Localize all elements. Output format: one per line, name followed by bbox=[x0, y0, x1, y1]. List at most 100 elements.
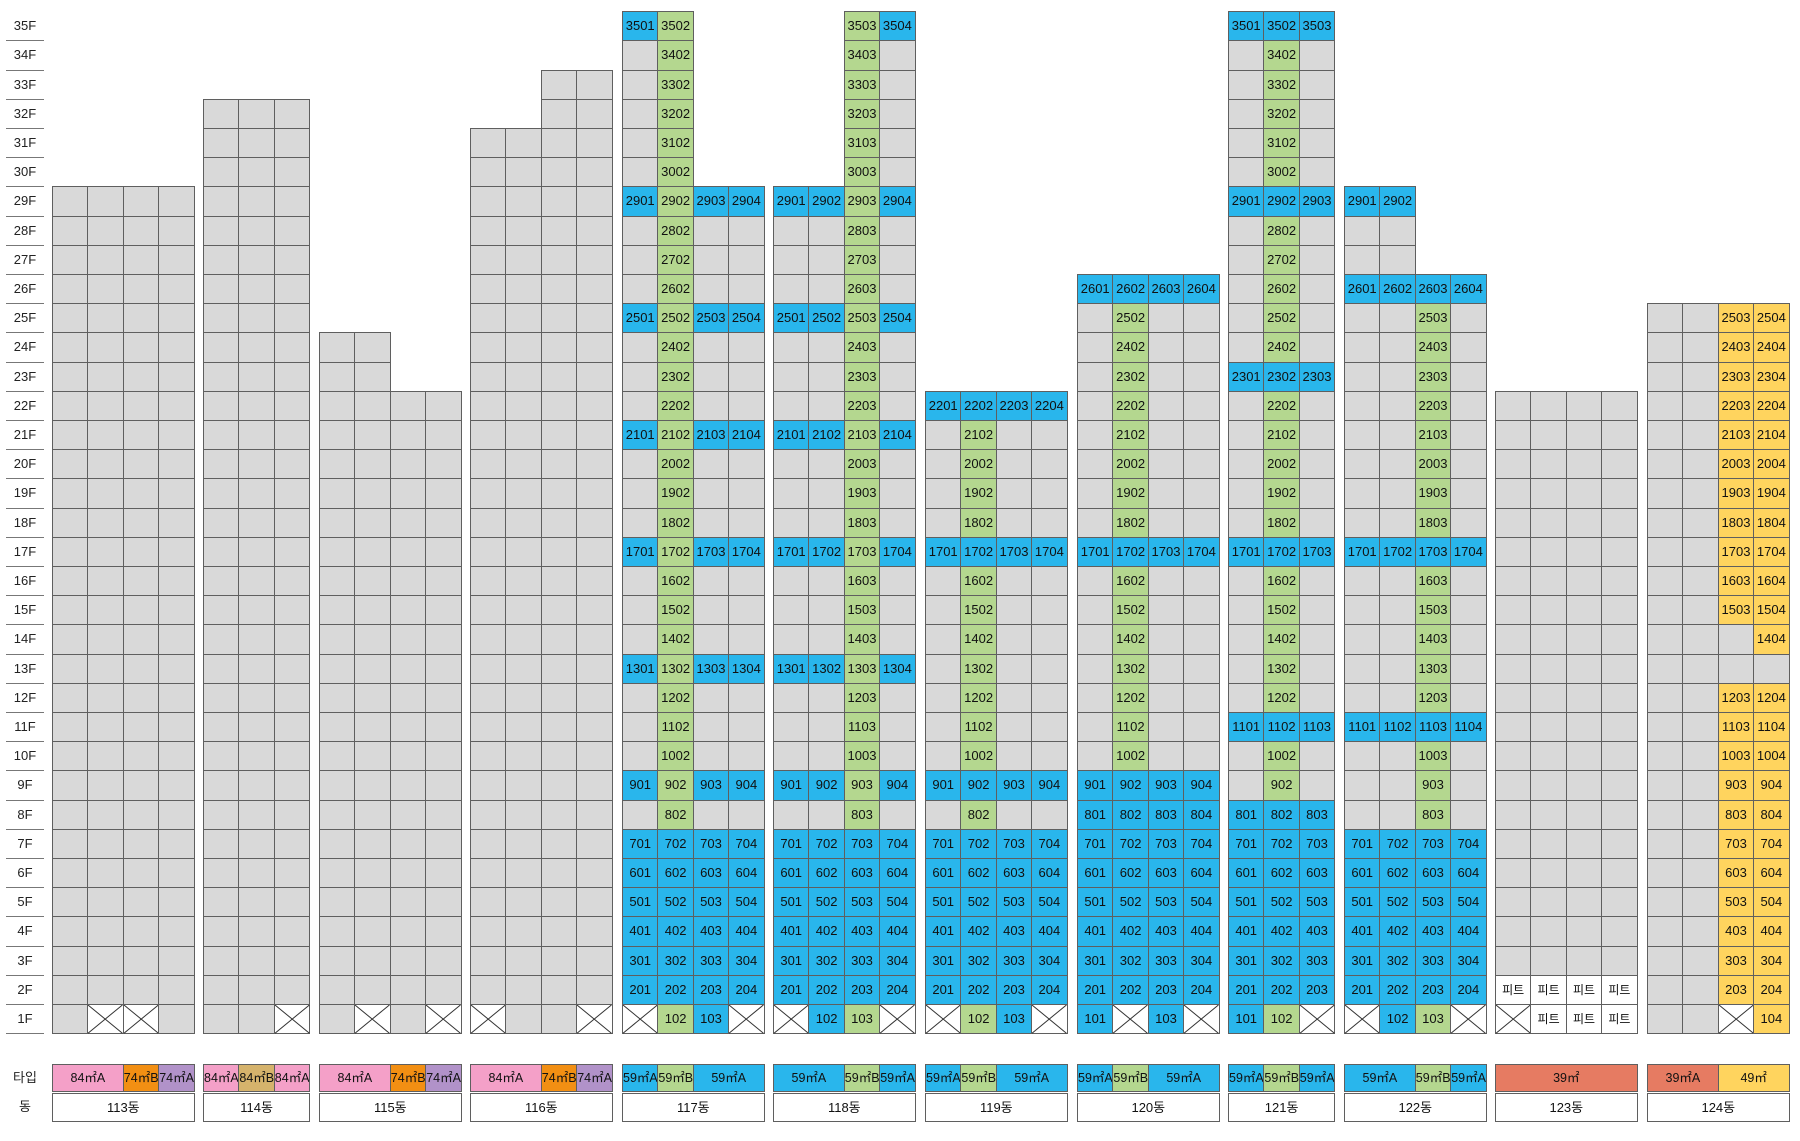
empty-cell bbox=[203, 274, 240, 305]
empty-cell bbox=[808, 449, 845, 480]
empty-cell bbox=[319, 624, 356, 655]
empty-cell bbox=[1495, 799, 1532, 830]
empty-cell bbox=[540, 653, 578, 684]
empty-cell bbox=[238, 945, 275, 976]
unit-cell: 2503 bbox=[692, 303, 730, 334]
unit-cell: 503 bbox=[995, 887, 1033, 918]
empty-cell bbox=[1298, 390, 1336, 421]
empty-cell bbox=[622, 595, 659, 626]
empty-cell bbox=[1565, 390, 1603, 421]
empty-cell bbox=[1228, 303, 1265, 334]
unit-cell: 602 bbox=[1112, 858, 1149, 889]
blocked-cell bbox=[273, 1004, 311, 1035]
empty-cell bbox=[273, 828, 311, 859]
empty-cell bbox=[505, 595, 542, 626]
unit-cell: 2702 bbox=[1263, 244, 1300, 275]
empty-cell bbox=[879, 449, 916, 480]
empty-cell bbox=[1379, 770, 1416, 801]
unit-cell: 3202 bbox=[1263, 98, 1300, 129]
unit-cell: 701 bbox=[925, 828, 962, 859]
empty-cell bbox=[1565, 916, 1603, 947]
empty-cell bbox=[470, 361, 507, 392]
empty-cell bbox=[1495, 682, 1532, 713]
unit-cell: 504 bbox=[879, 887, 916, 918]
empty-cell bbox=[238, 215, 275, 246]
empty-cell bbox=[1379, 244, 1416, 275]
empty-cell bbox=[122, 215, 160, 246]
unit-cell: 403 bbox=[692, 916, 730, 947]
empty-cell bbox=[505, 974, 542, 1005]
building-name-cell: 123동 bbox=[1495, 1093, 1638, 1122]
floor-divider bbox=[6, 536, 44, 538]
unit-cell: 2303 bbox=[1298, 361, 1336, 392]
unit-cell: 602 bbox=[1263, 858, 1300, 889]
empty-cell bbox=[87, 916, 124, 947]
empty-cell bbox=[470, 449, 507, 480]
empty-cell bbox=[203, 595, 240, 626]
unit-cell: 801 bbox=[1077, 799, 1114, 830]
unit-cell: 3504 bbox=[879, 11, 916, 42]
unit-cell: 1002 bbox=[1112, 741, 1149, 772]
empty-cell bbox=[879, 332, 916, 363]
empty-cell bbox=[158, 303, 195, 334]
empty-cell bbox=[122, 945, 160, 976]
empty-cell bbox=[238, 332, 275, 363]
empty-cell bbox=[273, 332, 311, 363]
empty-cell bbox=[1682, 536, 1719, 567]
empty-cell bbox=[808, 215, 845, 246]
empty-cell bbox=[540, 157, 578, 188]
empty-cell bbox=[622, 244, 659, 275]
empty-cell bbox=[505, 420, 542, 451]
floor-label: 32F bbox=[13, 105, 37, 121]
floor-label: 13F bbox=[13, 660, 37, 676]
unit-cell: 404 bbox=[879, 916, 916, 947]
building-name-cell: 121동 bbox=[1228, 1093, 1336, 1122]
empty-cell bbox=[122, 624, 160, 655]
unit-cell: 1604 bbox=[1753, 566, 1790, 597]
unit-cell: 2901 bbox=[622, 186, 659, 217]
unit-cell: 1803 bbox=[1414, 507, 1452, 538]
unit-cell: 2802 bbox=[1263, 215, 1300, 246]
empty-cell bbox=[1530, 536, 1567, 567]
unit-cell: 603 bbox=[1147, 858, 1185, 889]
empty-cell bbox=[389, 828, 427, 859]
empty-cell bbox=[1183, 653, 1220, 684]
empty-cell bbox=[1450, 390, 1487, 421]
unit-cell: 2302 bbox=[1112, 361, 1149, 392]
empty-cell bbox=[505, 1004, 542, 1035]
empty-cell bbox=[1601, 945, 1638, 976]
empty-cell bbox=[1228, 40, 1265, 71]
empty-cell bbox=[925, 653, 962, 684]
unit-cell: 304 bbox=[1450, 945, 1487, 976]
empty-cell bbox=[622, 157, 659, 188]
empty-cell bbox=[158, 741, 195, 772]
floor-divider bbox=[6, 974, 44, 976]
empty-cell bbox=[273, 653, 311, 684]
unit-cell: 202 bbox=[1379, 974, 1416, 1005]
empty-cell bbox=[52, 828, 89, 859]
empty-cell bbox=[1682, 420, 1719, 451]
empty-cell bbox=[622, 624, 659, 655]
unit-cell: 3402 bbox=[1263, 40, 1300, 71]
empty-cell bbox=[622, 507, 659, 538]
floor-divider bbox=[6, 420, 44, 421]
empty-cell bbox=[540, 799, 578, 830]
empty-cell bbox=[728, 799, 765, 830]
unit-cell: 1104 bbox=[1753, 712, 1790, 743]
unit-cell: 204 bbox=[1450, 974, 1487, 1005]
unit-cell: 504 bbox=[1753, 887, 1790, 918]
unit-cell: 1704 bbox=[728, 536, 765, 567]
empty-cell bbox=[728, 390, 765, 421]
empty-cell bbox=[995, 741, 1033, 772]
pit-cell: 피트 bbox=[1565, 1004, 1603, 1035]
empty-cell bbox=[425, 945, 462, 976]
unit-cell: 704 bbox=[1450, 828, 1487, 859]
unit-cell: 1303 bbox=[1414, 653, 1452, 684]
empty-cell bbox=[1495, 536, 1532, 567]
empty-cell bbox=[1682, 741, 1719, 772]
unit-cell: 302 bbox=[1379, 945, 1416, 976]
empty-cell bbox=[1228, 332, 1265, 363]
empty-cell bbox=[158, 828, 195, 859]
empty-cell bbox=[1450, 449, 1487, 480]
